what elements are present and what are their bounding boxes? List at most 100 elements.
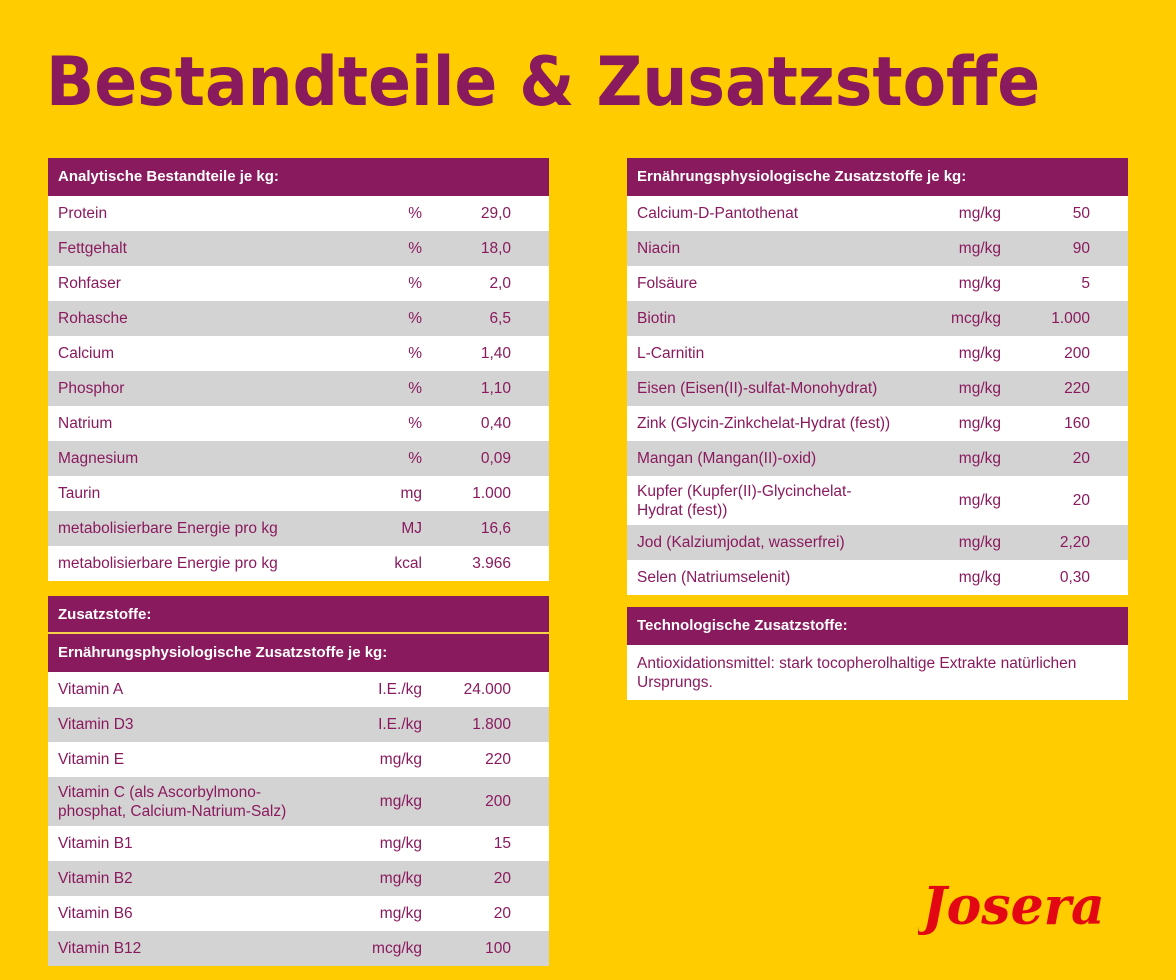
- table-row: Vitamin D3 I.E./kg 1.800: [48, 707, 549, 742]
- row-name-line: Vitamin C (als Ascorbylmono-: [58, 783, 262, 801]
- row-value: 5: [1081, 274, 1090, 292]
- row-name: Mangan (Mangan(II)-oxid): [637, 450, 817, 467]
- left-column: Analytische Bestandteile je kg: Protein%…: [48, 158, 549, 966]
- row-value: 15: [493, 834, 511, 852]
- row-unit: mg/kg: [958, 344, 1001, 362]
- row-name: Vitamin D3: [58, 716, 134, 733]
- row-value: 90: [1072, 239, 1090, 257]
- row-unit: I.E./kg: [378, 715, 422, 733]
- row-value: 1,40: [480, 344, 511, 362]
- additives-table-header: Zusatzstoffe:: [48, 596, 549, 634]
- table-row: Fettgehalt% 18,0: [48, 231, 549, 266]
- table-row: Kupfer (Kupfer(II)-Glycinchelat- Hydrat (…: [627, 476, 1128, 525]
- table-row: Phosphor% 1,10: [48, 371, 549, 406]
- technological-table: Technologische Zusatzstoffe: Antioxidati…: [627, 607, 1128, 700]
- table-row: Rohfaser% 2,0: [48, 266, 549, 301]
- additives-table: Zusatzstoffe: Ernährungsphysiologische Z…: [48, 596, 549, 966]
- row-unit: %: [408, 274, 422, 292]
- row-value: 220: [485, 750, 511, 768]
- row-name: Zink (Glycin-Zinkchelat-Hydrat (fest)): [637, 415, 891, 432]
- row-name: Natrium: [58, 415, 113, 432]
- nutritional-table-header: Ernährungsphysiologische Zusatzstoffe je…: [627, 158, 1128, 196]
- row-unit: I.E./kg: [378, 680, 422, 698]
- table-row: Selen (Natriumselenit) mg/kg 0,30: [627, 560, 1128, 595]
- right-column: Ernährungsphysiologische Zusatzstoffe je…: [627, 158, 1128, 700]
- row-value: 200: [485, 792, 511, 810]
- table-row: Protein% 29,0: [48, 196, 549, 231]
- row-name: Fettgehalt: [58, 240, 127, 257]
- logo-text: Josera: [918, 876, 1105, 937]
- row-unit: mg/kg: [379, 792, 422, 810]
- technological-text: Antioxidationsmittel: stark tocopherolha…: [627, 645, 1128, 700]
- row-value: 1.000: [472, 484, 511, 502]
- page-title: Bestandteile & Zusatzstoffe: [46, 43, 1041, 122]
- row-unit: %: [408, 449, 422, 467]
- row-value: 24.000: [463, 680, 511, 698]
- row-unit: %: [408, 309, 422, 327]
- row-value: 0,40: [480, 414, 511, 432]
- row-unit: mg/kg: [958, 568, 1001, 586]
- row-name: Folsäure: [637, 275, 698, 292]
- row-name: Magnesium: [58, 450, 139, 467]
- table-row: Rohasche% 6,5: [48, 301, 549, 336]
- nutritional-table: Ernährungsphysiologische Zusatzstoffe je…: [627, 158, 1128, 595]
- row-name: Vitamin B6: [58, 905, 133, 922]
- josera-logo: Josera: [918, 876, 1105, 937]
- row-value: 6,5: [489, 309, 511, 327]
- row-unit: %: [408, 379, 422, 397]
- analytic-table-header: Analytische Bestandteile je kg:: [48, 158, 549, 196]
- row-unit: %: [408, 239, 422, 257]
- row-value: 1,10: [480, 379, 511, 397]
- table-row: Eisen (Eisen(II)-sulfat-Monohydrat) mg/kg…: [627, 371, 1128, 406]
- row-unit: mg/kg: [379, 750, 422, 768]
- row-name: Calcium-D-Pantothenat: [637, 205, 799, 222]
- row-value: 1.800: [472, 715, 511, 733]
- row-name: Vitamin B1: [58, 835, 133, 852]
- row-unit: %: [408, 414, 422, 432]
- table-row: Biotin mcg/kg 1.000: [627, 301, 1128, 336]
- row-name: Vitamin C (als Ascorbylmono-phosphat, Ca…: [48, 783, 302, 821]
- row-name: Eisen (Eisen(II)-sulfat-Monohydrat): [637, 380, 878, 397]
- row-name: Kupfer (Kupfer(II)-Glycinchelat- Hydrat (…: [627, 482, 891, 520]
- table-row: Taurin mg 1.000: [48, 476, 549, 511]
- technological-table-header: Technologische Zusatzstoffe:: [627, 607, 1128, 645]
- row-unit: mg/kg: [379, 869, 422, 887]
- row-value: 100: [485, 939, 511, 957]
- table-row: Vitamin E mg/kg 220: [48, 742, 549, 777]
- row-unit: mg/kg: [958, 239, 1001, 257]
- table-row: metabolisierbare Energie pro kg MJ 16,6: [48, 511, 549, 546]
- analytic-table: Analytische Bestandteile je kg: Protein%…: [48, 158, 549, 581]
- row-unit: kcal: [394, 554, 422, 572]
- row-unit: mg/kg: [958, 204, 1001, 222]
- table-row: Calcium-D-Pantothenat mg/kg 50: [627, 196, 1128, 231]
- row-value: 20: [1072, 449, 1090, 467]
- row-name: Jod (Kalziumjodat, wasserfrei): [637, 534, 845, 551]
- row-value: 220: [1064, 379, 1090, 397]
- row-unit: mg/kg: [379, 834, 422, 852]
- row-name: Protein: [58, 205, 108, 222]
- row-name: Vitamin A: [58, 681, 124, 698]
- row-value: 0,30: [1059, 568, 1090, 586]
- row-name: Calcium: [58, 345, 114, 362]
- row-unit: mg/kg: [379, 904, 422, 922]
- row-name: Rohfaser: [58, 275, 121, 292]
- table-row: Jod (Kalziumjodat, wasserfrei) mg/kg 2,20: [627, 525, 1128, 560]
- row-unit: mg/kg: [958, 533, 1001, 551]
- row-value: 50: [1072, 204, 1090, 222]
- row-unit: mg: [400, 484, 422, 502]
- row-name: Selen (Natriumselenit): [637, 569, 791, 586]
- table-row: Vitamin B2 mg/kg 20: [48, 861, 549, 896]
- table-row: Magnesium% 0,09: [48, 441, 549, 476]
- row-value: 160: [1064, 414, 1090, 432]
- table-row: Vitamin B12 mcg/kg 100: [48, 931, 549, 966]
- row-name: Taurin: [58, 485, 101, 502]
- row-name: Vitamin B12: [58, 940, 142, 957]
- table-row: Vitamin A I.E./kg 24.000: [48, 672, 549, 707]
- row-name: Vitamin E: [58, 751, 125, 768]
- table-row: Vitamin B6 mg/kg 20: [48, 896, 549, 931]
- row-unit: mg/kg: [958, 491, 1001, 509]
- row-unit: mg/kg: [958, 274, 1001, 292]
- row-value: 1.000: [1051, 309, 1090, 327]
- row-name: Niacin: [637, 240, 681, 257]
- row-unit: mg/kg: [958, 449, 1001, 467]
